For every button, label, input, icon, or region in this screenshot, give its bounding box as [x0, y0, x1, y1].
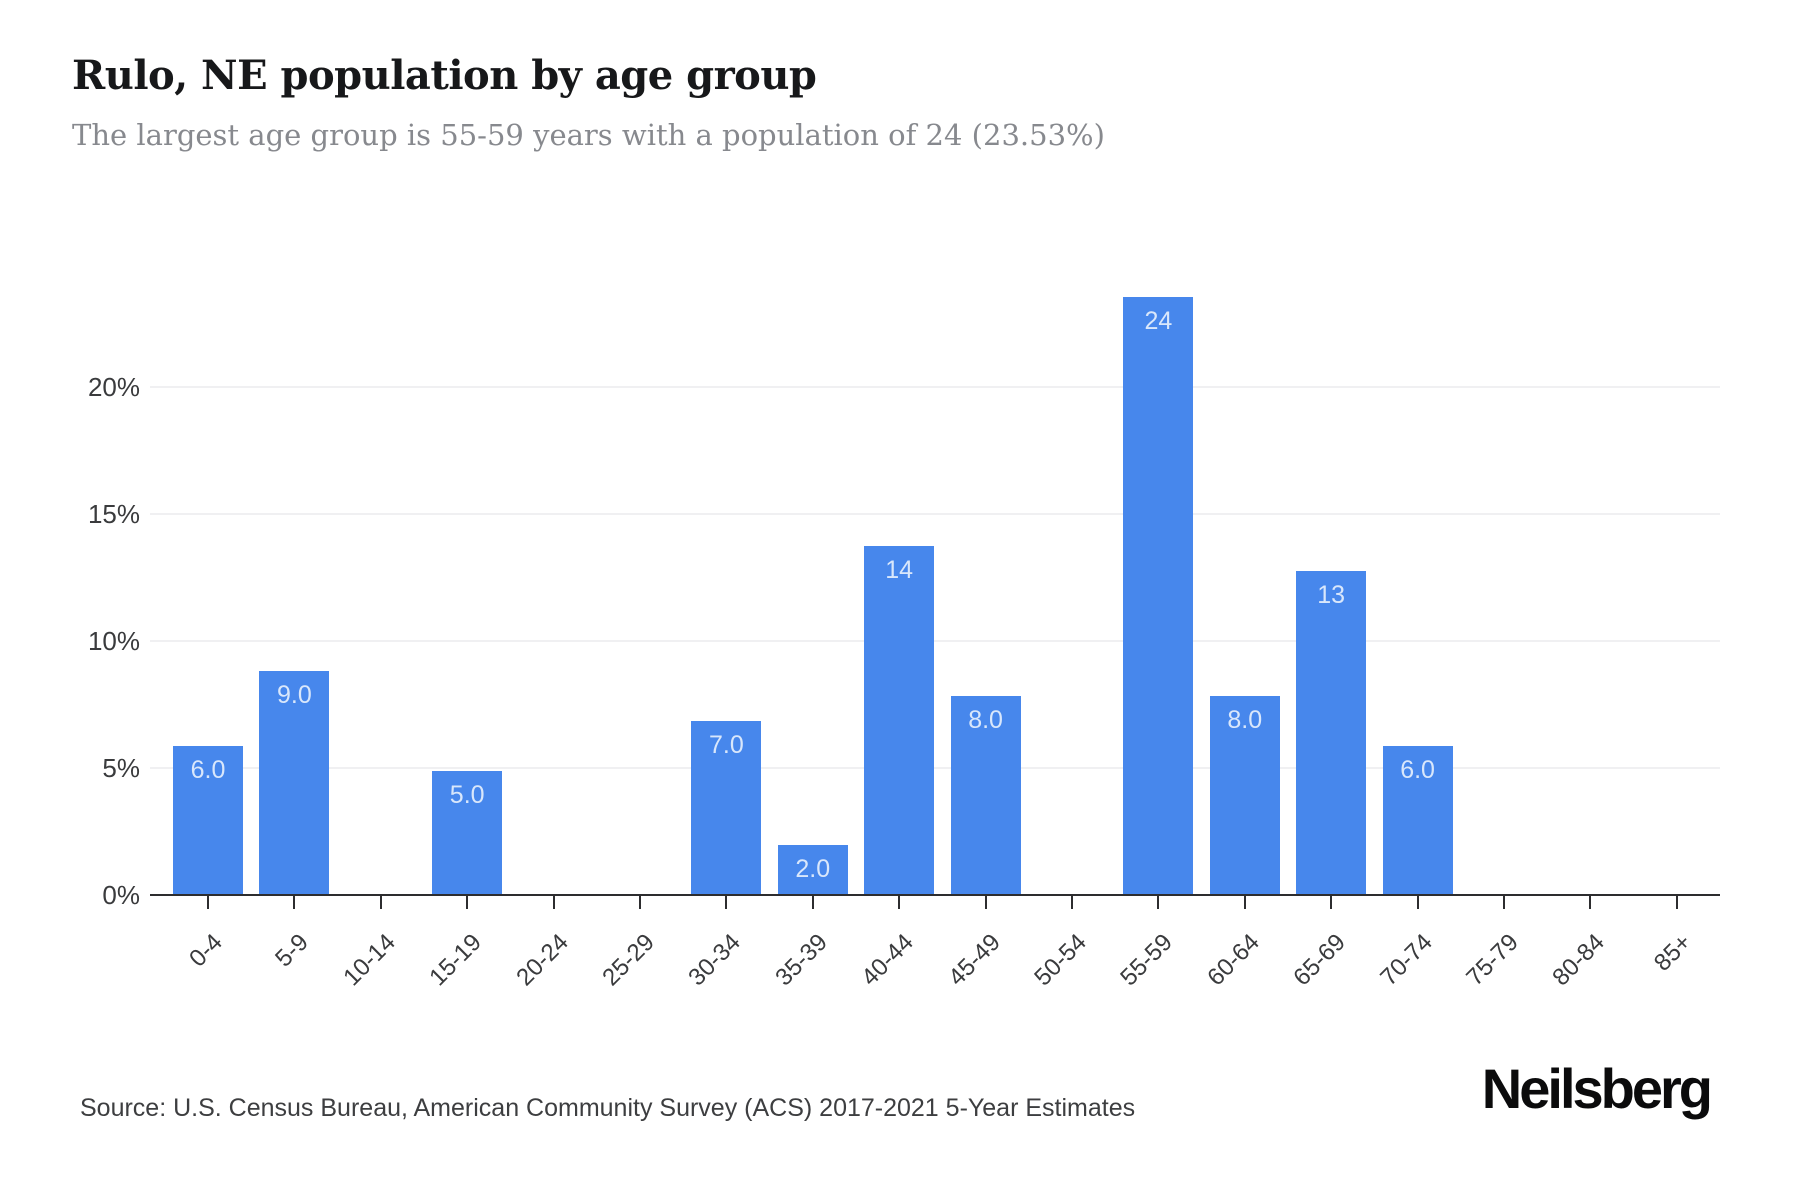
x-axis-tick — [1589, 896, 1592, 909]
bar-value-label: 7.0 — [709, 730, 744, 759]
bar-value-label: 6.0 — [1400, 755, 1435, 784]
x-axis-tick — [811, 896, 814, 909]
x-axis-tick — [1243, 896, 1246, 909]
x-axis-tick — [1675, 896, 1678, 909]
source-attribution: Source: U.S. Census Bureau, American Com… — [80, 1094, 1136, 1122]
x-axis-tick — [639, 896, 641, 909]
gridline — [150, 513, 1720, 515]
bar — [1382, 745, 1453, 895]
bar — [691, 720, 762, 895]
x-axis-tick — [1416, 896, 1419, 909]
x-axis-tick — [207, 896, 209, 909]
bar-value-label: 8.0 — [1227, 705, 1263, 734]
y-axis-label: 5% — [102, 753, 140, 783]
brand-logo: Neilsberg — [1481, 1057, 1713, 1120]
x-axis-tick — [466, 896, 469, 909]
bar — [173, 745, 243, 895]
page-title: Rulo, NE population by age group — [72, 52, 817, 99]
bar-value-label: 13 — [1317, 581, 1346, 610]
x-axis-line — [150, 894, 1720, 896]
bar — [1209, 695, 1280, 895]
bar — [1123, 297, 1194, 895]
y-axis-label: 15% — [87, 499, 140, 529]
bar-value-label: 6.0 — [190, 755, 226, 784]
bar — [777, 845, 848, 895]
y-axis-label: 10% — [87, 626, 140, 656]
bar-value-label: 24 — [1144, 307, 1173, 336]
x-axis-tick — [1071, 896, 1073, 909]
x-axis-tick — [379, 896, 382, 909]
x-axis-tick — [1503, 896, 1505, 909]
x-axis-tick — [552, 896, 555, 909]
y-axis-label: 20% — [87, 372, 140, 402]
chart-subtitle: The largest age group is 55-59 years wit… — [72, 118, 1105, 152]
bar-value-label: 8.0 — [968, 705, 1003, 734]
bar-value-label: 9.0 — [277, 680, 312, 709]
bar — [432, 770, 503, 895]
gridline — [150, 767, 1720, 769]
x-axis-tick — [725, 896, 728, 909]
x-axis-tick — [293, 896, 296, 909]
x-axis-tick — [1330, 896, 1333, 909]
gridline — [150, 640, 1720, 642]
y-axis-label: 0% — [102, 880, 140, 910]
x-axis-tick — [984, 896, 987, 909]
x-axis-tick — [898, 896, 901, 909]
bar-value-label: 2.0 — [795, 855, 831, 884]
bar-value-label: 14 — [885, 556, 914, 585]
x-axis-tick — [1157, 896, 1160, 909]
gridline — [150, 386, 1720, 388]
bar — [259, 670, 330, 895]
bar — [864, 546, 935, 895]
bar — [950, 695, 1021, 895]
bar-value-label: 5.0 — [449, 780, 485, 809]
bar — [1296, 571, 1367, 895]
